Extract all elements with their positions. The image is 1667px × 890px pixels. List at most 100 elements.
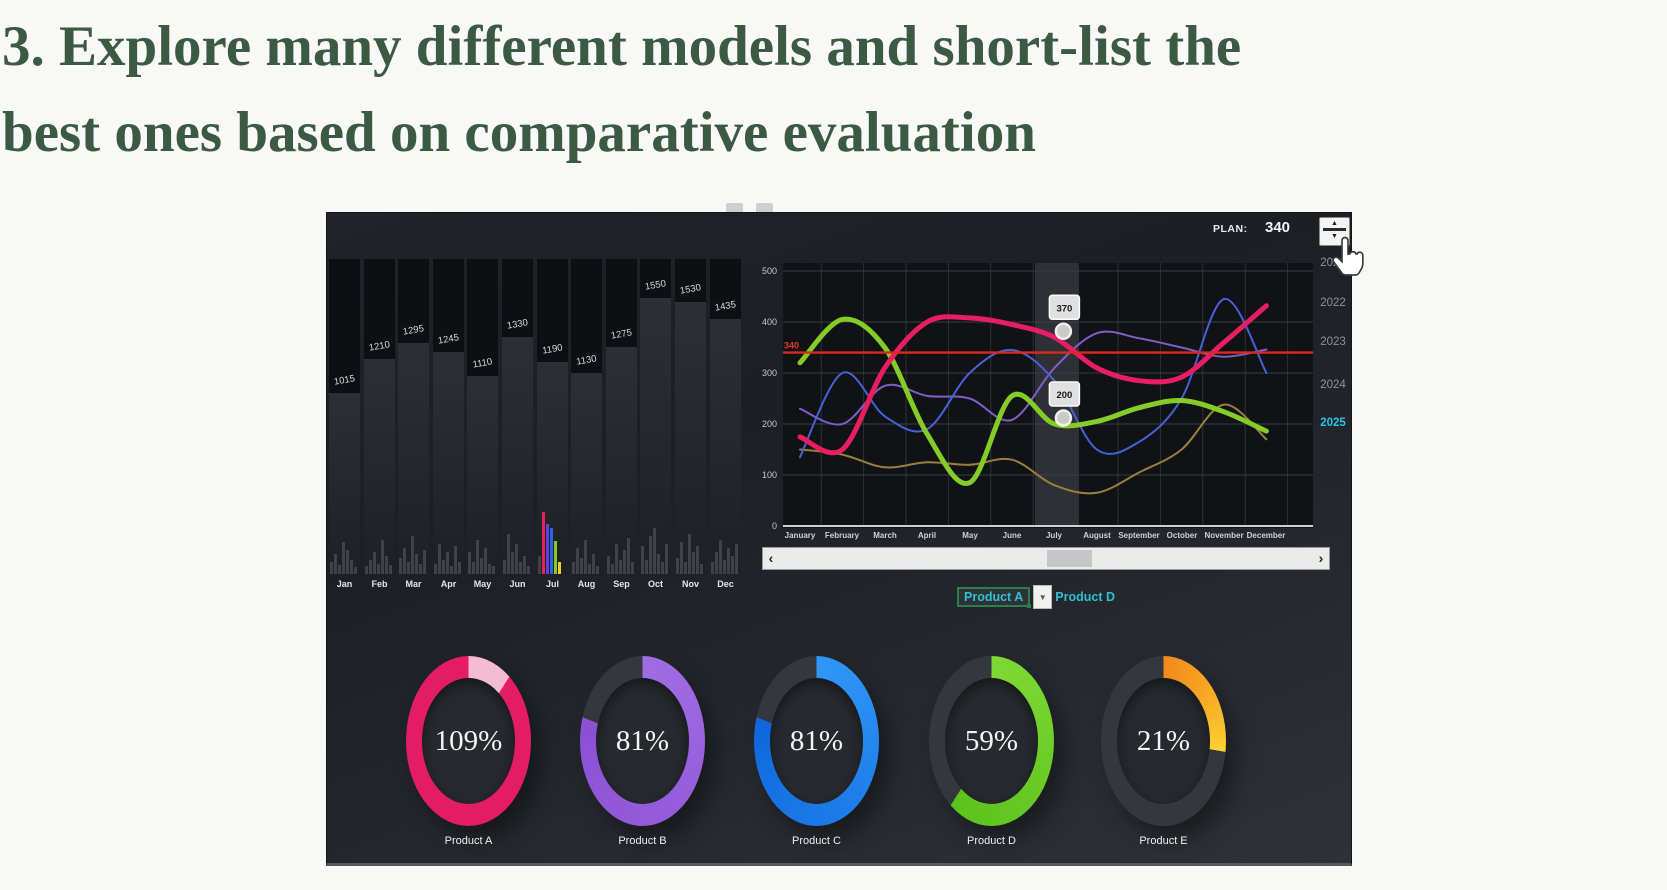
- stepper-up-icon[interactable]: ▲: [1331, 220, 1338, 227]
- mini-bar: [403, 548, 406, 574]
- bar-fill: [606, 347, 637, 574]
- mini-bar: [676, 558, 679, 574]
- mini-bar: [550, 528, 553, 574]
- mini-bar: [588, 564, 591, 574]
- secondary-product-label: Product D: [1055, 590, 1115, 604]
- mini-bar: [385, 556, 388, 574]
- mini-bar: [665, 544, 668, 574]
- bar-month-label: Mar: [405, 579, 422, 589]
- stepper-down-icon[interactable]: ▼: [1331, 233, 1338, 240]
- series-green: [797, 316, 1269, 486]
- bar-month-label: Dec: [717, 579, 734, 589]
- point-marker: [1054, 322, 1073, 341]
- mini-bar: [619, 560, 622, 574]
- x-axis-label: October: [1166, 531, 1198, 540]
- donut-percent: 59%: [964, 724, 1019, 757]
- donut-hole: 81%: [770, 678, 863, 804]
- bar-value-label: 1210: [368, 339, 391, 354]
- product-dropdown-value: Product A: [964, 590, 1024, 604]
- mini-bar: [558, 562, 561, 574]
- mini-bar: [450, 566, 453, 574]
- series-blue: [799, 298, 1268, 459]
- series-pink: [797, 303, 1269, 456]
- donut-hole: 21%: [1117, 678, 1210, 804]
- mini-bar: [596, 566, 599, 574]
- mini-bar: [731, 556, 734, 574]
- mini-bar: [399, 558, 402, 574]
- mini-bar: [507, 534, 510, 574]
- mini-bar: [488, 564, 491, 574]
- mini-bar: [342, 542, 345, 574]
- bar-value-label: 1015: [333, 373, 356, 388]
- bar-month-label: Jun: [509, 579, 526, 589]
- y-axis-tick: 100: [761, 470, 777, 480]
- donut-percent: 109%: [434, 724, 503, 757]
- x-axis-label: June: [1002, 531, 1022, 540]
- mini-bar: [554, 541, 557, 574]
- bar-month-label: Feb: [371, 579, 388, 589]
- mini-bar: [727, 548, 730, 574]
- mini-bar: [711, 562, 714, 574]
- mini-bar: [607, 556, 610, 574]
- mini-bar: [472, 562, 475, 574]
- series-tan: [799, 403, 1268, 495]
- bar-column: 1530: [675, 259, 706, 574]
- window-tab-artifact: [726, 203, 743, 212]
- mini-bar: [584, 540, 587, 574]
- mini-bar: [365, 566, 368, 574]
- mini-bar: [631, 562, 634, 574]
- scroll-thumb[interactable]: [1047, 550, 1092, 567]
- dashboard: 1015 Jan 1210 Feb 1295 Mar 1245 Apr 1110 May 1330 J…: [326, 212, 1364, 866]
- mini-bar: [515, 544, 518, 574]
- fill-handle[interactable]: [1027, 604, 1032, 608]
- mini-bar: [434, 564, 437, 574]
- year-item-2023[interactable]: 2023: [1320, 336, 1346, 348]
- scroll-right-icon[interactable]: ›: [1318, 550, 1324, 566]
- y-axis-tick: 200: [761, 419, 777, 429]
- donut-product-label: Product D: [967, 835, 1016, 847]
- x-axis-label: April: [917, 531, 937, 540]
- mini-bar: [438, 544, 441, 574]
- bar-column: 1015: [329, 259, 360, 574]
- bar-column: 1550: [640, 259, 671, 574]
- mini-bar: [503, 560, 506, 574]
- mini-bar: [611, 564, 614, 574]
- year-item-2022[interactable]: 2022: [1320, 297, 1346, 309]
- dropdown-arrow-button[interactable]: ▼: [1033, 585, 1053, 609]
- donut-product-a: 109%: [406, 656, 531, 826]
- mini-bar: [373, 552, 376, 574]
- mini-bar: [627, 538, 630, 574]
- bar-month-label: Sep: [613, 579, 630, 589]
- page-title: 3. Explore many different models and sho…: [2, 4, 1241, 175]
- bar-fill: [364, 359, 395, 574]
- mini-bar: [641, 546, 644, 574]
- bar-column: 1130: [571, 259, 602, 574]
- donut-percent: 81%: [789, 724, 844, 757]
- mini-bar: [661, 562, 664, 574]
- bar-month-label: May: [473, 579, 492, 589]
- chart-scrollbar[interactable]: ‹ ›: [762, 547, 1330, 570]
- bar-fill: [675, 302, 706, 574]
- mini-bar: [484, 548, 487, 574]
- donut-hole: 81%: [596, 678, 689, 804]
- product-dropdown[interactable]: Product A: [957, 587, 1032, 608]
- bar-value-label: 1275: [610, 327, 633, 342]
- scroll-left-icon[interactable]: ‹: [768, 550, 774, 566]
- bar-value-label: 1330: [506, 317, 529, 332]
- donut-hole: 109%: [422, 678, 515, 804]
- bar-column: 1110: [467, 259, 498, 574]
- x-axis-label: November: [1204, 531, 1244, 540]
- window-tab-artifact: [756, 203, 773, 212]
- mini-bar: [527, 566, 530, 574]
- donut-product-c: 81%: [754, 656, 879, 826]
- mini-bar: [350, 560, 353, 574]
- donut-product-e: 21%: [1101, 656, 1226, 826]
- donut-percent: 21%: [1136, 724, 1191, 757]
- bar-value-label: 1130: [575, 353, 598, 368]
- year-item-2025[interactable]: 2025: [1320, 417, 1346, 429]
- plan-label: PLAN:: [1213, 223, 1248, 235]
- year-item-2024[interactable]: 2024: [1320, 379, 1346, 391]
- mini-bar: [723, 560, 726, 574]
- plan-value: 340: [1265, 219, 1291, 236]
- mini-bar: [623, 550, 626, 574]
